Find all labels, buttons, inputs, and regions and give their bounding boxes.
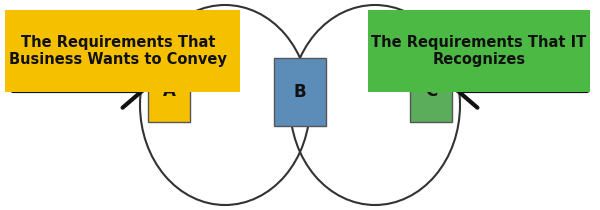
Text: B: B xyxy=(293,83,307,101)
Text: C: C xyxy=(425,82,437,100)
Bar xyxy=(5,10,240,92)
Bar xyxy=(274,58,326,126)
Text: A: A xyxy=(163,82,175,100)
Bar xyxy=(410,60,452,122)
Bar xyxy=(368,10,590,92)
Text: The Requirements That IT
Recognizes: The Requirements That IT Recognizes xyxy=(371,35,587,67)
Text: The Requirements That
Business Wants to Convey: The Requirements That Business Wants to … xyxy=(9,35,227,67)
Bar xyxy=(148,60,190,122)
